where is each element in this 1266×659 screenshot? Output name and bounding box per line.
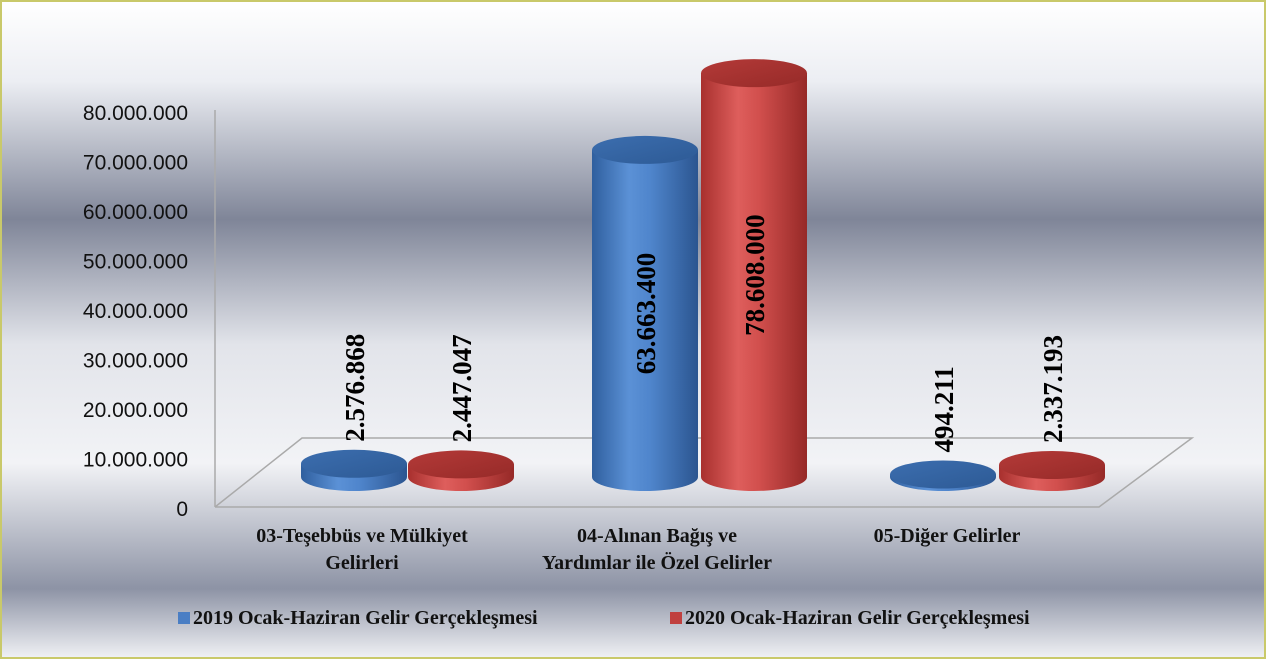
y-tick-label: 10.000.000	[83, 449, 188, 472]
bar-top	[701, 59, 807, 88]
data-label: 2.447.047	[447, 334, 477, 442]
legend-item: 2020 Ocak-Haziran Gelir Gerçekleşmesi	[670, 607, 1030, 629]
legend-label: 2019 Ocak-Haziran Gelir Gerçekleşmesi	[193, 607, 538, 629]
legend-swatch	[670, 612, 682, 624]
y-tick-label: 80.000.000	[83, 102, 188, 125]
data-labels: 2.576.868 63.663.400 494.211 2.447.047 78.60…	[340, 214, 1068, 452]
bar	[301, 449, 407, 491]
y-tick-label: 30.000.000	[83, 350, 188, 373]
category-labels: 03-Teşebbüs ve Mülkiyet Gelirleri 04-Alına…	[256, 525, 1020, 574]
legend: 2019 Ocak-Haziran Gelir Gerçekleşmesi 202…	[178, 607, 1030, 629]
bar-top	[999, 450, 1105, 479]
y-tick-label: 40.000.000	[83, 300, 188, 323]
category-label: 05-Diğer Gelirler	[874, 525, 1021, 547]
category-label: Yardımlar ile Özel Gelirler	[542, 551, 772, 574]
bar-top	[592, 135, 698, 164]
bar	[408, 450, 514, 491]
legend-item: 2019 Ocak-Haziran Gelir Gerçekleşmesi	[178, 607, 538, 629]
category-label: 04-Alınan Bağış ve	[577, 525, 737, 547]
y-tick-label: 50.000.000	[83, 251, 188, 274]
bar-top	[890, 460, 996, 489]
bar-body	[592, 149, 698, 492]
data-label: 78.608.000	[740, 214, 770, 336]
data-label: 2.337.193	[1038, 335, 1068, 443]
bar-top	[301, 449, 407, 478]
bar	[701, 59, 807, 491]
category-label: Gelirleri	[325, 552, 399, 574]
floor-outline	[214, 437, 1195, 508]
legend-label: 2020 Ocak-Haziran Gelir Gerçekleşmesi	[685, 607, 1030, 629]
bar	[592, 135, 698, 492]
y-tick-label: 60.000.000	[83, 201, 188, 224]
category-label: 03-Teşebbüs ve Mülkiyet	[256, 525, 468, 547]
data-label: 494.211	[929, 366, 959, 452]
data-label: 2.576.868	[340, 334, 370, 442]
bars	[301, 59, 1105, 492]
data-label: 63.663.400	[631, 253, 661, 375]
bar-body	[701, 73, 807, 491]
bar	[999, 450, 1105, 491]
y-tick-labels: 0 10.000.000 20.000.000 30.000.000 40.000.00…	[83, 102, 188, 521]
bar	[890, 460, 996, 491]
bar-top	[408, 450, 514, 479]
y-tick-label: 70.000.000	[83, 152, 188, 175]
y-tick-label: 20.000.000	[83, 399, 188, 422]
legend-swatch	[178, 612, 190, 624]
axes	[214, 110, 1195, 508]
y-tick-label: 0	[176, 498, 188, 521]
